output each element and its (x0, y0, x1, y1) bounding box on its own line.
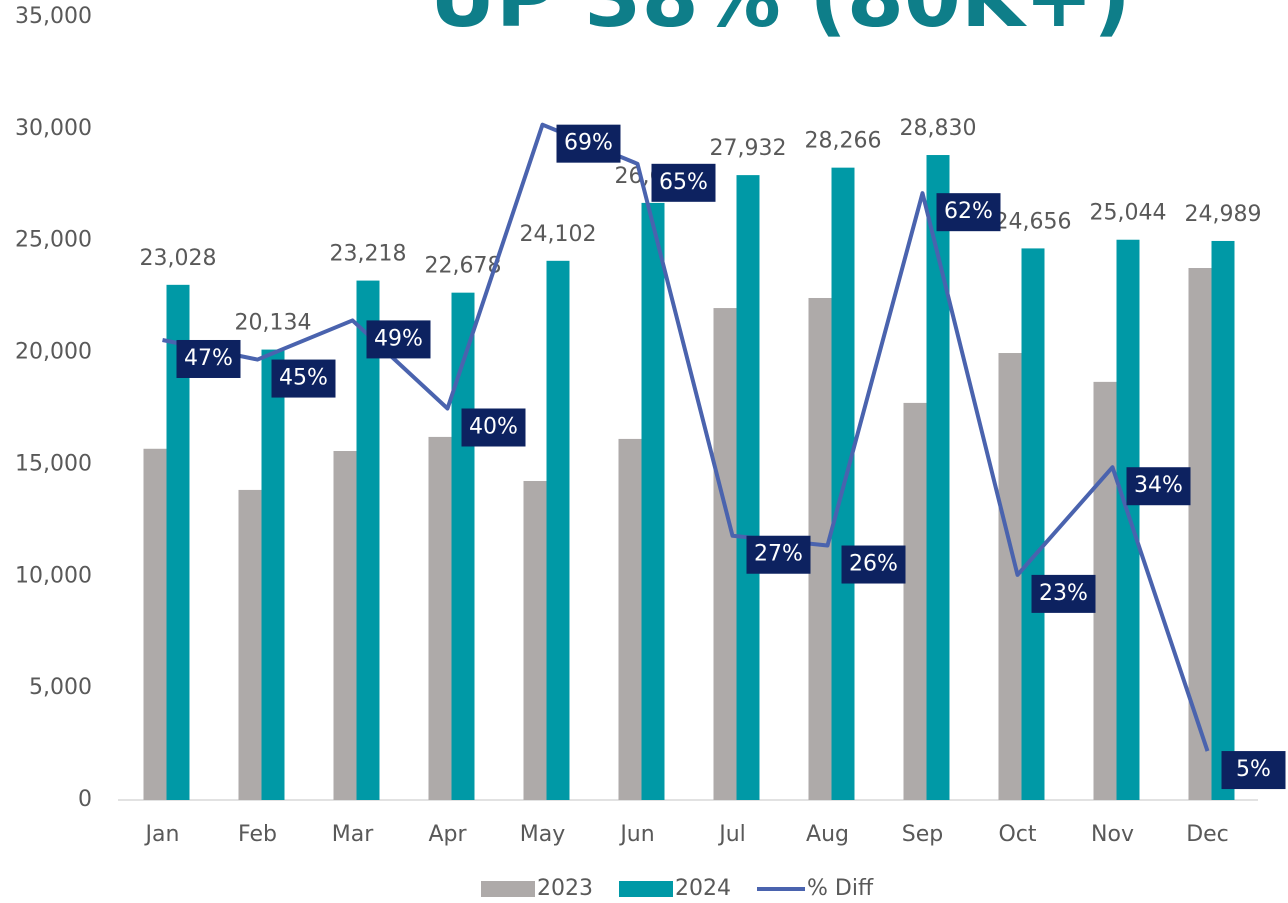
x-tick-label: Nov (1091, 822, 1134, 847)
x-tick-label: Jun (618, 822, 654, 847)
data-label-box (841, 545, 906, 584)
x-tick-label: Apr (428, 822, 467, 847)
bar (451, 292, 475, 800)
x-tick-label: Jan (144, 822, 180, 847)
bar (1188, 268, 1212, 800)
data-label: 45% (279, 366, 328, 391)
data-label: 25,044 (1090, 201, 1167, 226)
data-label: 27,932 (710, 136, 787, 161)
x-tick-label: Mar (332, 822, 374, 847)
bar (808, 297, 832, 800)
bar (143, 448, 167, 800)
bar (713, 308, 737, 800)
chart-title: UP 38% (80K+) (429, 0, 1130, 46)
bar (1211, 240, 1235, 800)
x-tick-label: Feb (238, 822, 277, 847)
y-tick-label: 30,000 (15, 116, 92, 141)
x-tick-label: May (520, 822, 565, 847)
data-label: 28,266 (805, 129, 882, 154)
data-label-box (366, 320, 431, 359)
bar (998, 353, 1022, 800)
data-label: 26% (849, 552, 898, 577)
data-label-box (936, 193, 1001, 232)
data-label-box (176, 339, 241, 378)
legend-swatch (619, 881, 673, 897)
data-label: 24,102 (520, 222, 597, 247)
data-label: 24,989 (1185, 202, 1262, 227)
y-tick-label: 25,000 (15, 228, 92, 253)
bar (641, 202, 665, 801)
bar (1021, 248, 1045, 801)
y-tick-label: 20,000 (15, 340, 92, 365)
legend-label: 2024 (675, 876, 731, 901)
data-label: 40% (469, 415, 518, 440)
x-tick-label: Sep (902, 822, 943, 847)
data-label-box (461, 408, 526, 447)
data-label: 62% (944, 199, 993, 224)
data-label-box (1126, 467, 1191, 506)
data-label-box (271, 359, 336, 398)
y-tick-label: 15,000 (15, 451, 92, 476)
bar (261, 349, 285, 800)
bar (523, 480, 547, 800)
bar (926, 155, 950, 800)
data-label: 23,218 (330, 242, 407, 267)
data-label: 47% (184, 346, 233, 371)
legend-swatch (481, 881, 535, 897)
data-label-box (556, 124, 621, 163)
data-label-box (1031, 574, 1096, 613)
bar (356, 280, 380, 800)
data-label: 23% (1039, 581, 1088, 606)
x-tick-label: Jul (717, 822, 746, 847)
bar (1093, 381, 1117, 800)
data-label: 69% (564, 131, 613, 156)
bar (903, 402, 927, 800)
data-label: 28,830 (900, 116, 977, 141)
bar (618, 438, 642, 800)
x-tick-label: Oct (998, 822, 1036, 847)
bar (238, 489, 262, 800)
bar (333, 451, 357, 800)
legend-label: % Diff (807, 876, 874, 901)
bar (1116, 239, 1140, 800)
y-tick-label: 5,000 (29, 675, 92, 700)
data-label: 27% (754, 542, 803, 567)
legend-label: 2023 (537, 876, 593, 901)
bar (166, 284, 190, 800)
bar (546, 260, 570, 800)
data-label: 65% (659, 170, 708, 195)
x-tick-label: Aug (806, 822, 849, 847)
y-tick-label: 35,000 (15, 4, 92, 29)
data-label: 24,656 (995, 209, 1072, 234)
y-tick-label: 10,000 (15, 563, 92, 588)
y-tick-label: 0 (78, 787, 92, 812)
data-label: 20,134 (235, 311, 312, 336)
data-label: 34% (1134, 473, 1183, 498)
bar (428, 436, 452, 800)
data-label: 5% (1236, 757, 1271, 782)
data-label-box (746, 535, 811, 574)
line (162, 122, 1210, 752)
data-label-box (1221, 751, 1286, 790)
x-tick-label: Dec (1186, 822, 1229, 847)
bar (736, 175, 760, 800)
data-label: 22,678 (425, 254, 502, 279)
data-label: 23,028 (140, 246, 217, 271)
data-label: 49% (374, 326, 423, 351)
data-label-box (651, 163, 716, 202)
